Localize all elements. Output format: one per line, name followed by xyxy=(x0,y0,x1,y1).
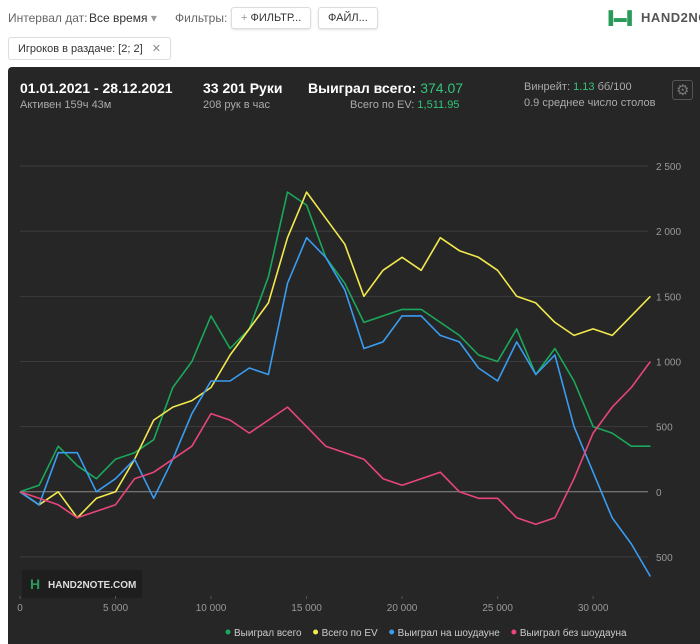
legend-label: Всего по EV xyxy=(322,628,378,639)
legend-label: Выиграл на шоудауне xyxy=(398,628,501,639)
x-tick-label: 20 000 xyxy=(387,603,418,614)
graph-panel xyxy=(8,67,700,644)
series-line xyxy=(19,236,652,577)
players-filter-text[interactable]: Игроков в раздаче: [2; 2] xyxy=(18,43,143,55)
won-total: Выиграл всего: 374.07 xyxy=(308,80,463,96)
legend-marker xyxy=(389,629,395,635)
x-tick-label: 25 000 xyxy=(482,603,513,614)
x-tick-label: 5 000 xyxy=(103,603,128,614)
ev-total-label: Всего по EV: xyxy=(350,99,415,111)
filters-button-text[interactable]: ФИЛЬТР... xyxy=(250,12,302,24)
watermark-mark: H xyxy=(30,576,40,592)
tables: 0.9 среднее число столов xyxy=(524,97,656,109)
logo-text: HAND2NOTE xyxy=(641,10,700,25)
watermark: HAND2NOTE.COM xyxy=(48,580,136,591)
active-time: Активен 159ч 43м xyxy=(20,99,112,111)
plot: 500 0 500 1 000 1 500 2 000 2 500 0 5 000 10 000 1… xyxy=(17,162,681,639)
series-line xyxy=(19,361,652,526)
date-range-value[interactable]: Все время xyxy=(89,11,148,25)
ev-total: Всего по EV: 1,511.95 xyxy=(350,99,459,111)
won-total-value: 374.07 xyxy=(420,80,464,96)
ev-total-value: 1,511.95 xyxy=(417,99,460,111)
settings-button[interactable]: ⚙ xyxy=(672,80,694,100)
players-filter-chip[interactable]: Игроков в раздаче: [2; 2] ✕ xyxy=(8,37,171,60)
legend-marker xyxy=(511,629,517,635)
x-tick-label: 0 xyxy=(17,603,23,614)
date-range-select[interactable]: Все время ▾ xyxy=(89,11,157,25)
hands: 33 201 Руки xyxy=(203,80,283,96)
hands-per-hour: 208 рук в час xyxy=(203,99,271,111)
dropdown-arrow[interactable]: ▾ xyxy=(150,11,157,25)
y-tick-label: 1 000 xyxy=(656,357,681,368)
series-line xyxy=(19,191,651,493)
series-line xyxy=(19,191,651,519)
filters-button[interactable]: + ФИЛЬТР... xyxy=(231,7,312,29)
files-button[interactable]: ФАЙЛ... xyxy=(318,7,378,29)
date-range-label: Интервал дат: xyxy=(8,11,88,25)
x-tick-label: 15 000 xyxy=(291,603,322,614)
won-total-label: Выиграл всего: xyxy=(308,80,417,96)
close-icon[interactable]: ✕ xyxy=(151,43,161,55)
watermark-bg xyxy=(22,570,142,598)
filters-label: Фильтры: xyxy=(175,11,228,25)
winrate-label: Винрейт: xyxy=(524,81,571,93)
y-tick-label: 500 xyxy=(656,423,673,434)
legend-label: Выиграл всего xyxy=(234,628,302,639)
y-tick-label: 500 xyxy=(656,553,673,564)
logo: ▐▬▌ HAND2NOTE xyxy=(604,10,700,25)
legend-marker xyxy=(225,629,231,635)
logo-mark: ▐▬▌ xyxy=(604,10,637,25)
period: 01.01.2021 - 28.12.2021 xyxy=(20,80,173,96)
y-tick-label: 2 000 xyxy=(656,227,681,238)
legend-marker xyxy=(313,629,319,635)
y-tick-label: 2 500 xyxy=(656,162,681,173)
y-tick-label: 0 xyxy=(656,488,662,499)
plus-icon[interactable]: + xyxy=(241,12,248,24)
winrate-unit: бб/100 xyxy=(597,81,632,93)
legend-label: Выиграл без шоудауна xyxy=(520,627,627,639)
x-tick-label: 30 000 xyxy=(578,603,609,614)
winrate: Винрейт: 1.13 бб/100 xyxy=(524,81,632,93)
winrate-value: 1.13 xyxy=(573,81,595,93)
x-tick-label: 10 000 xyxy=(196,603,227,614)
y-tick-label: 1 500 xyxy=(656,292,681,303)
